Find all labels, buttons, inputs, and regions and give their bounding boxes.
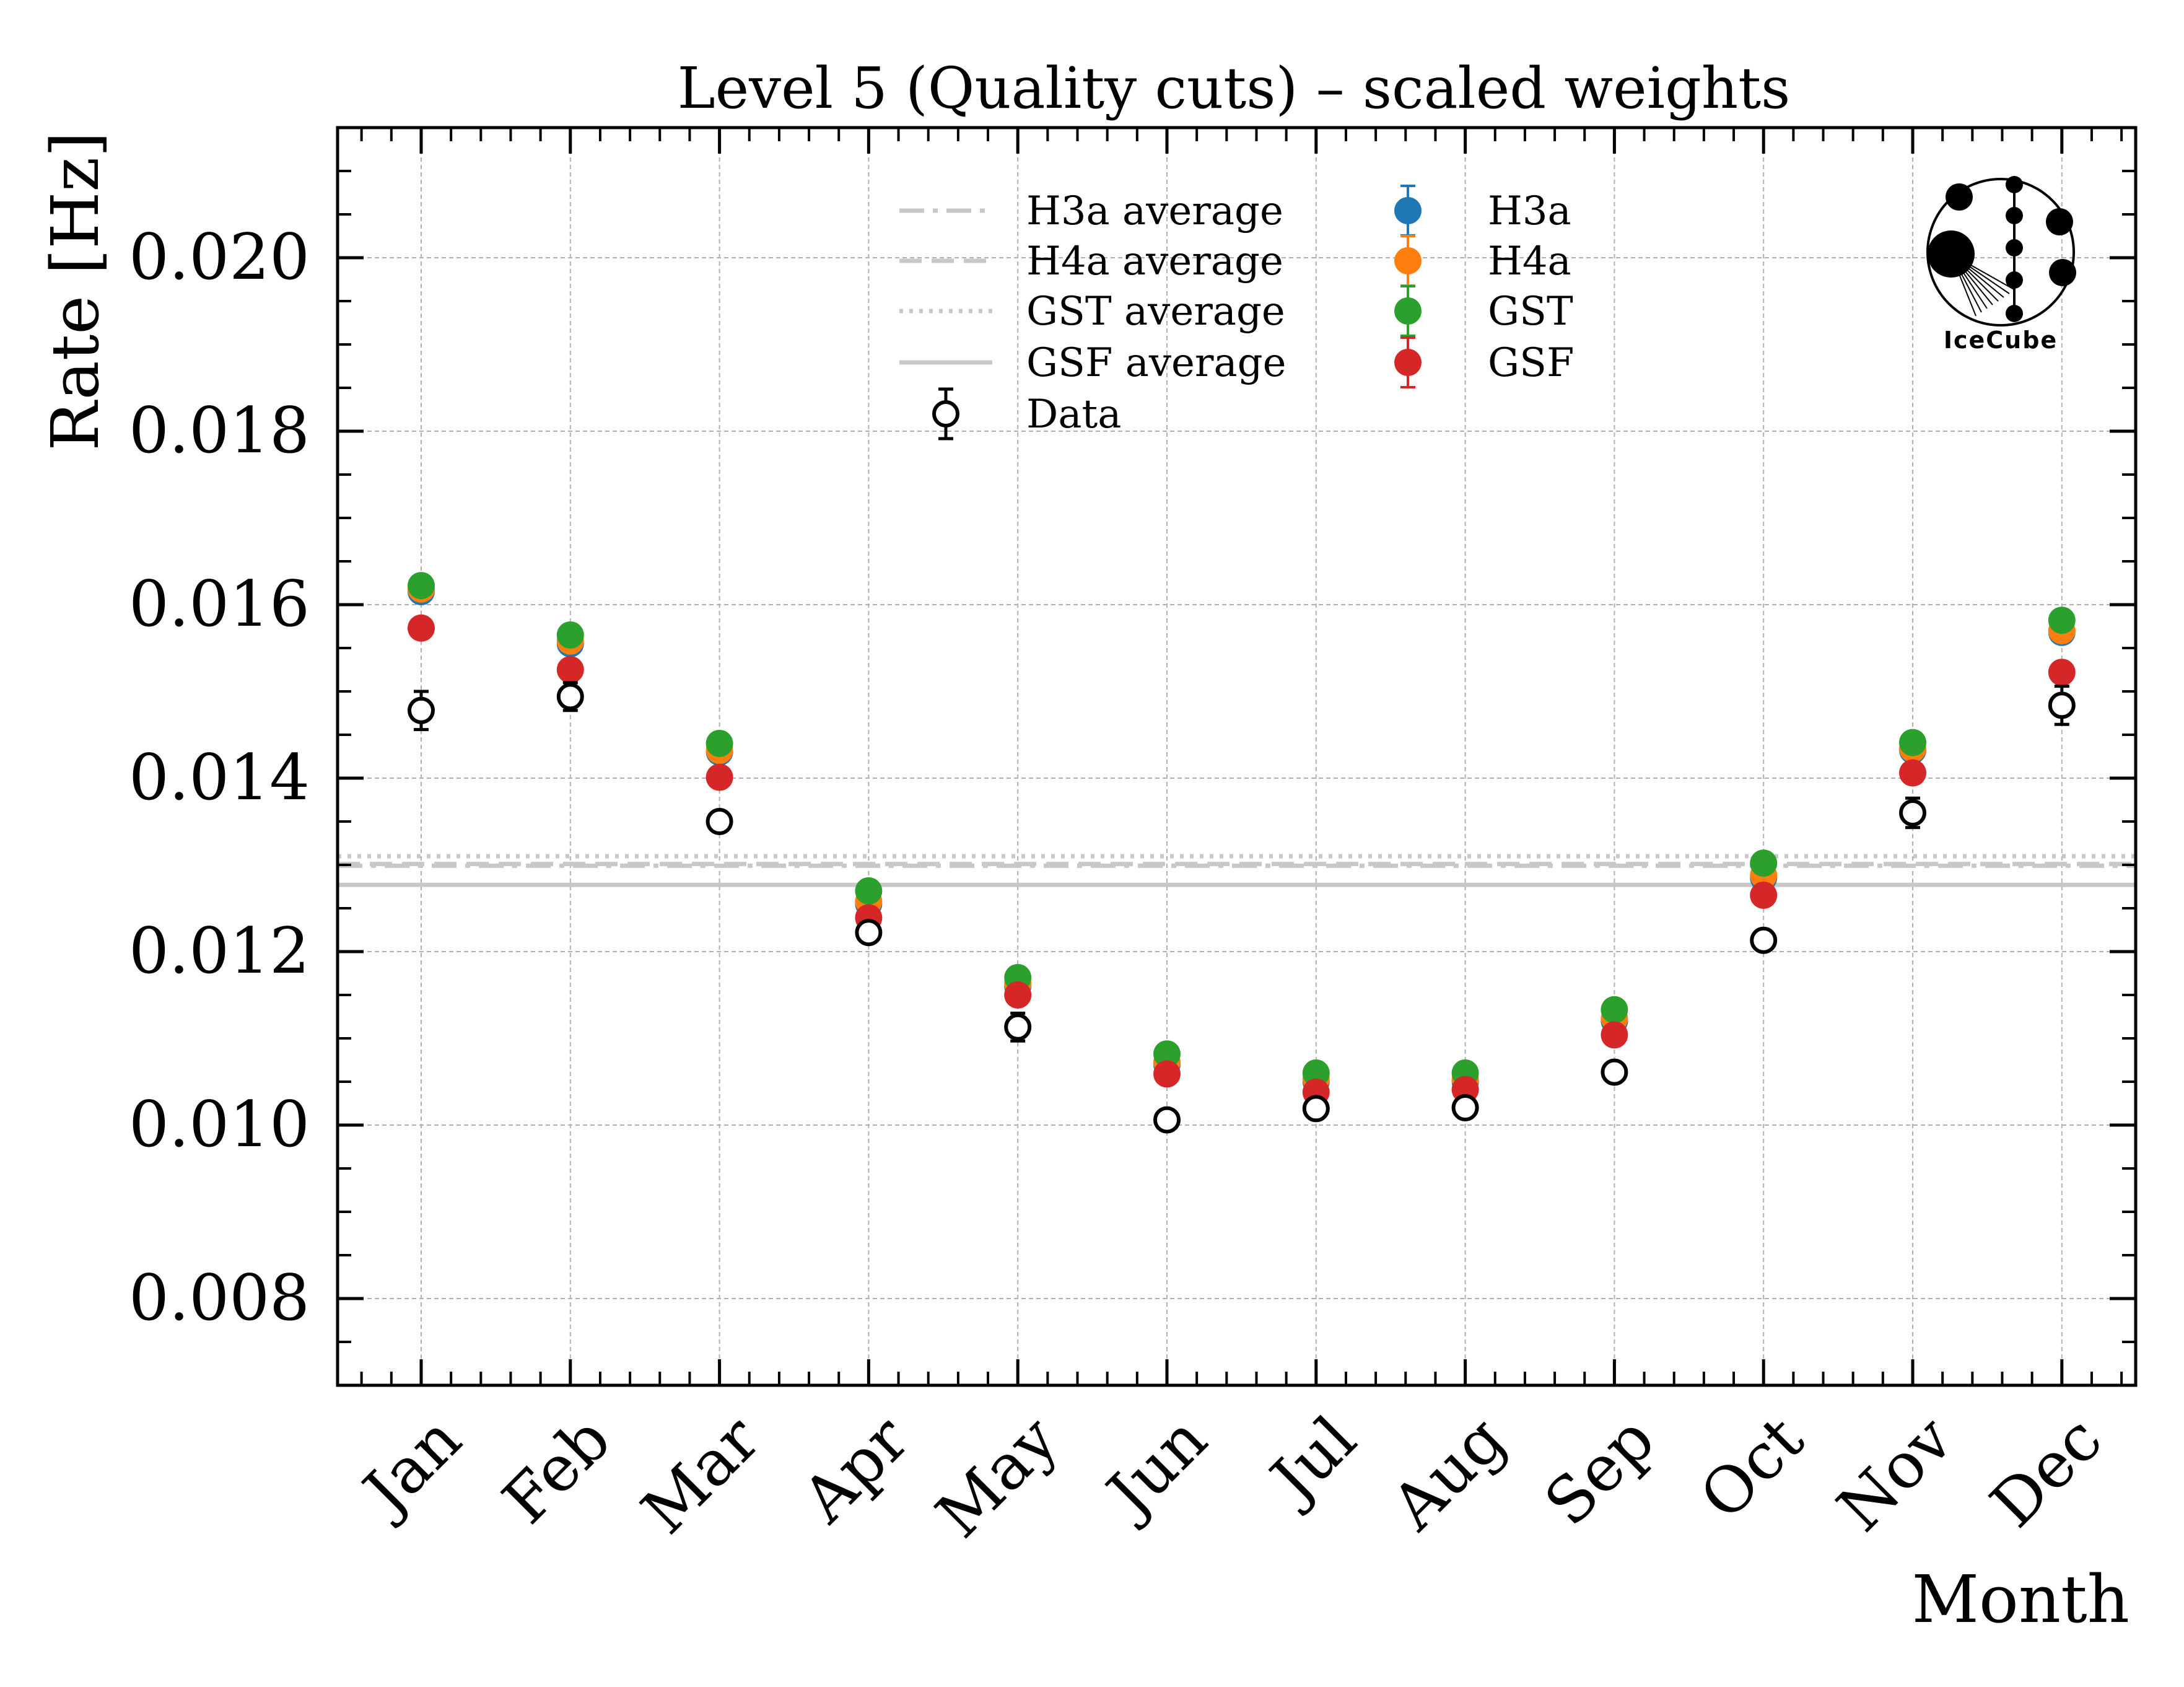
y-tick-label: 0.020 xyxy=(129,221,310,294)
x-tick-label-aug: Aug xyxy=(1378,1403,1520,1545)
legend-marker-gst xyxy=(1394,297,1422,325)
legend-label: Data xyxy=(1026,392,1121,437)
legend: H3a average H4a average GST average GSF ave… xyxy=(899,185,1574,440)
chart-title: Level 5 (Quality cuts) – scaled weights xyxy=(678,55,1791,121)
x-tick-label-apr: Apr xyxy=(788,1402,923,1537)
logo-ray xyxy=(1950,253,1999,302)
marker-data xyxy=(1004,1013,1032,1041)
marker-gst xyxy=(705,730,733,757)
marker-gst xyxy=(1750,849,1778,877)
average-lines xyxy=(338,854,2136,887)
marker-gsf xyxy=(556,656,584,683)
x-tick-label-dec: Dec xyxy=(1977,1403,2116,1542)
x-tick-label-jun: Jun xyxy=(1090,1403,1221,1534)
marker-gsf xyxy=(1601,1021,1628,1049)
marker-gsf xyxy=(1004,981,1032,1009)
legend-label: H4a average xyxy=(1026,239,1283,284)
marker-gsf xyxy=(1153,1060,1181,1088)
marker-data xyxy=(705,808,733,835)
logo-dom xyxy=(2006,207,2023,224)
marker-gst xyxy=(1302,1059,1330,1087)
x-tick-label-feb: Feb xyxy=(489,1403,624,1538)
marker-gsf xyxy=(408,614,435,642)
logo-ray xyxy=(1950,253,1977,317)
marker-gsf xyxy=(1750,882,1778,909)
marker-gsf xyxy=(2048,659,2076,686)
logo-ray xyxy=(1950,253,2004,298)
logo-ray xyxy=(1950,253,1993,305)
legend-label: GSF xyxy=(1488,340,1574,386)
marker-data xyxy=(1302,1095,1330,1123)
y-tick-label: 0.018 xyxy=(129,394,310,468)
y-tick-label: 0.008 xyxy=(129,1261,310,1335)
x-tick-label-nov: Nov xyxy=(1824,1402,1967,1546)
y-tick-label: 0.010 xyxy=(129,1088,310,1162)
y-tick-label: 0.012 xyxy=(129,914,310,988)
marker-data xyxy=(408,696,435,724)
marker-gst xyxy=(1153,1040,1181,1068)
plot-frame xyxy=(336,126,2138,1387)
y-axis-label: Rate [Hz] xyxy=(37,131,113,450)
y-tick-label: 0.014 xyxy=(129,741,310,815)
legend-label: GST xyxy=(1488,289,1573,335)
x-axis-label: Month xyxy=(1912,1561,2130,1637)
marker-gst xyxy=(855,877,883,905)
legend-label: H4a xyxy=(1488,239,1571,284)
legend-label: H3a xyxy=(1488,188,1571,234)
marker-gst xyxy=(1899,729,1926,756)
marker-data xyxy=(2048,691,2076,719)
legend-label: GST average xyxy=(1026,289,1285,335)
logo-dom xyxy=(2006,176,2023,193)
logo-dom xyxy=(2006,239,2023,256)
logo-dom xyxy=(1946,183,1973,211)
marker-data xyxy=(1601,1058,1628,1086)
logo-dom xyxy=(2049,259,2076,286)
legend-marker-gsf xyxy=(1394,349,1422,376)
x-tick-label-jan: Jan xyxy=(346,1403,476,1532)
logo-ray xyxy=(1950,253,2016,291)
marker-data xyxy=(556,683,584,711)
icecube-logo-icon: IceCube xyxy=(1926,176,2076,354)
x-tick-label-mar: Mar xyxy=(628,1402,774,1548)
ticks xyxy=(338,126,2136,1385)
data-points xyxy=(408,572,2076,1134)
logo-dom xyxy=(2006,305,2023,322)
legend-marker-h4a xyxy=(1394,247,1422,274)
legend-marker-h3a xyxy=(1394,197,1422,224)
legend-label: H3a average xyxy=(1026,188,1283,234)
x-tick-label-sep: Sep xyxy=(1531,1403,1669,1540)
grid xyxy=(338,128,2136,1385)
marker-data xyxy=(1750,926,1778,954)
logo-ray xyxy=(1950,253,2010,294)
marker-data xyxy=(1451,1094,1479,1121)
marker-gst xyxy=(556,621,584,649)
legend-label: GSF average xyxy=(1026,340,1286,386)
logo-ray xyxy=(1950,253,1982,313)
marker-gst xyxy=(1601,996,1628,1023)
marker-gsf xyxy=(1899,759,1926,787)
marker-gsf xyxy=(705,763,733,791)
logo-dom xyxy=(2006,271,2023,289)
logo-ray xyxy=(1950,253,1988,309)
legend-marker-data xyxy=(932,400,959,427)
logo-text: IceCube xyxy=(1944,326,2058,354)
marker-gst xyxy=(408,572,435,600)
y-tick-label: 0.016 xyxy=(129,567,310,641)
x-tick-label-oct: Oct xyxy=(1686,1403,1818,1535)
x-tick-label-may: May xyxy=(922,1402,1072,1552)
logo-dom xyxy=(2046,208,2073,235)
marker-data xyxy=(1153,1106,1181,1134)
marker-gst xyxy=(2048,607,2076,634)
marker-data xyxy=(855,919,883,947)
marker-data xyxy=(1899,799,1926,826)
x-tick-label-jul: Jul xyxy=(1254,1403,1371,1520)
